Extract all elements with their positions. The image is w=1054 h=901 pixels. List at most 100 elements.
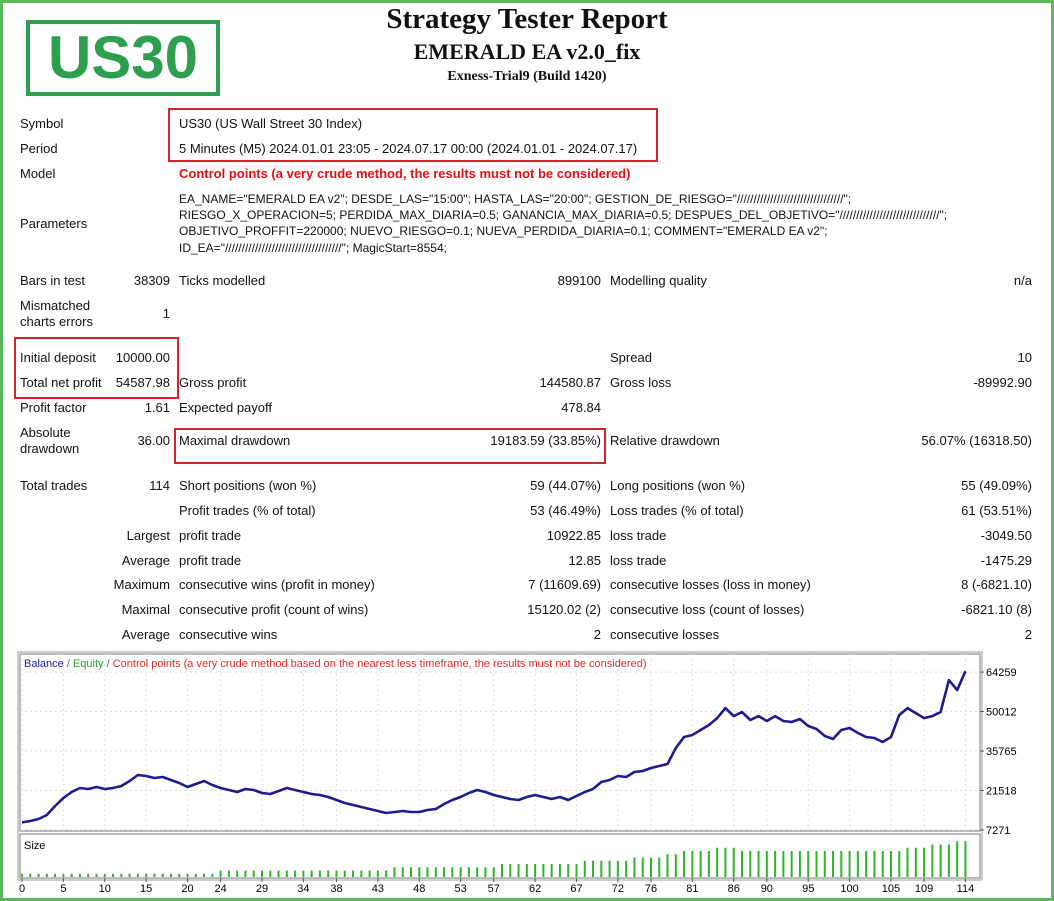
size-bar: [592, 860, 595, 877]
stat-value: 36.00: [137, 433, 170, 448]
size-bar: [790, 851, 793, 877]
size-bar: [277, 870, 280, 877]
stat-label: Relative drawdown: [610, 433, 720, 448]
x-tick-label: 114: [957, 883, 975, 895]
stat-label: Bars in test: [20, 273, 86, 288]
stat-value: 55 (49.09%): [961, 478, 1032, 493]
size-bar: [716, 847, 719, 877]
stat-label: Maximum: [113, 577, 170, 592]
size-bar: [923, 847, 926, 877]
legend-separator: /: [67, 658, 71, 670]
stat-value: 1.61: [144, 400, 170, 415]
size-bar: [600, 860, 603, 877]
size-bar: [186, 873, 189, 877]
size-bar: [782, 851, 785, 877]
size-bar: [707, 851, 710, 877]
stat-label: Largest: [126, 528, 170, 543]
size-bar: [525, 864, 528, 877]
size-bar: [550, 864, 553, 877]
stat-value: n/a: [1013, 273, 1032, 288]
size-bar: [327, 870, 330, 877]
size-bar: [856, 851, 859, 877]
size-bar: [517, 864, 520, 877]
size-bar: [169, 873, 172, 877]
size-bar: [95, 873, 98, 877]
size-bar: [103, 873, 106, 877]
size-bar: [21, 873, 23, 877]
size-bar: [823, 851, 826, 877]
x-tick-label: 43: [372, 883, 384, 895]
y-tick-label: 50012: [986, 707, 1017, 719]
stat-value: 144580.87: [539, 375, 601, 390]
size-bar: [252, 870, 255, 877]
stat-label: consecutive losses: [610, 627, 720, 642]
size-bar: [236, 870, 239, 877]
legend-entry: Balance: [24, 658, 64, 670]
x-tick-label: 38: [330, 883, 342, 895]
size-bar: [418, 867, 421, 877]
stat-label: Profit factor: [20, 400, 87, 415]
stat-label: Gross profit: [179, 375, 247, 390]
x-tick-label: 10: [99, 883, 111, 895]
size-bar: [898, 851, 901, 877]
stat-label: consecutive profit (count of wins): [179, 602, 369, 617]
size-bar: [807, 851, 810, 877]
size-bar: [70, 873, 73, 877]
stat-label: Average: [121, 553, 170, 568]
build-info: Exness-Trial9 (Build 1420): [447, 69, 607, 84]
size-bar: [798, 851, 801, 877]
size-bar: [244, 870, 247, 877]
size-bar: [128, 873, 131, 877]
size-bar: [310, 870, 313, 877]
stat-value: 56.07% (16318.50): [921, 433, 1032, 448]
size-bar: [459, 867, 462, 877]
size-bar: [136, 873, 139, 877]
stat-label: Expected payoff: [179, 400, 272, 415]
size-bar: [87, 873, 90, 877]
stat-label: profit trade: [179, 528, 242, 543]
size-label: Size: [24, 840, 45, 852]
size-bar: [699, 851, 702, 877]
size-bar: [732, 847, 735, 877]
balance-line: [21, 670, 967, 824]
size-bar: [219, 870, 222, 877]
size-bar: [931, 844, 934, 877]
stat-value: -1475.29: [980, 553, 1032, 568]
x-tick-label: 29: [256, 883, 268, 895]
size-bar: [815, 851, 818, 877]
stat-value: 59 (44.07%): [530, 478, 601, 493]
stat-value: 10000.00: [115, 350, 170, 365]
y-tick-label: 64259: [986, 667, 1017, 679]
x-tick-label: 95: [802, 883, 814, 895]
stat-label: loss trade: [610, 528, 667, 543]
report-title: Strategy Tester Report: [386, 3, 668, 35]
size-bar: [385, 870, 388, 877]
size-bar: [947, 844, 950, 877]
stat-value: 8 (-6821.10): [961, 577, 1032, 592]
stat-label: Mismatched charts errors: [20, 298, 93, 329]
stat-value: 15120.02 (2): [527, 602, 601, 617]
stat-label: Profit trades (% of total): [179, 503, 316, 518]
stat-label: consecutive wins: [179, 627, 278, 642]
size-bar: [37, 873, 40, 877]
legend-entry: Equity: [73, 658, 104, 670]
size-bar: [964, 841, 967, 877]
x-tick-label: 100: [840, 883, 858, 895]
stat-value: 61 (53.51%): [961, 503, 1032, 518]
size-bar: [625, 860, 628, 877]
size-bar: [724, 847, 727, 877]
info-label: Model: [20, 166, 56, 181]
x-tick-label: 15: [140, 883, 152, 895]
stat-label: loss trade: [610, 553, 667, 568]
stat-value: 899100: [557, 273, 601, 288]
size-bar: [261, 870, 263, 877]
plot-area: [19, 653, 981, 832]
logo: US30: [26, 20, 220, 96]
size-bar: [194, 873, 197, 877]
size-bar: [62, 873, 65, 877]
size-bar: [616, 860, 619, 877]
stat-value: 114: [149, 478, 170, 493]
size-bar: [467, 867, 470, 877]
stat-value: 12.85: [568, 553, 601, 568]
